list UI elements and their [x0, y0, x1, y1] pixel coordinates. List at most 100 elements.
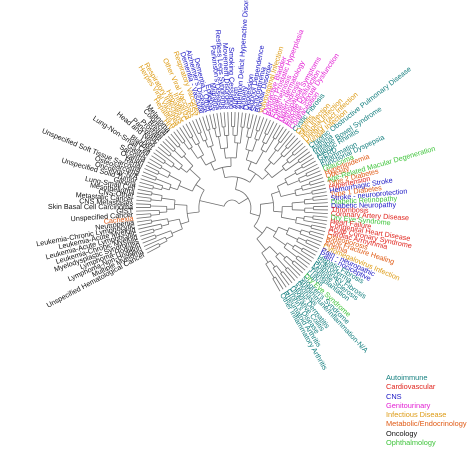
dendrogram-branch	[304, 202, 328, 205]
dendrogram-arc	[310, 224, 313, 229]
dendrogram-arc	[272, 265, 277, 269]
dendrogram-arc	[264, 132, 268, 135]
dendrogram-arc	[270, 194, 275, 212]
dendrogram-branch	[250, 115, 258, 138]
dendrogram-branch	[168, 174, 182, 182]
dendrogram-branch	[245, 137, 250, 150]
dendrogram-branch	[279, 252, 286, 259]
dendrogram-branch	[151, 218, 168, 222]
dendrogram-branch	[138, 185, 153, 190]
dendrogram-branch	[165, 138, 176, 150]
dendrogram-arc	[167, 172, 171, 178]
dendrogram-branch	[223, 148, 226, 159]
dendrogram-arc	[294, 190, 297, 196]
dendrogram-branch	[304, 211, 328, 215]
dendrogram-branch	[287, 267, 298, 279]
dendrogram-arc	[155, 177, 157, 181]
dendrogram-branch	[220, 112, 223, 128]
dendrogram-branch	[301, 250, 314, 259]
dendrogram-arc	[216, 135, 221, 138]
dendrogram-branch	[260, 142, 265, 150]
dendrogram-branch	[246, 128, 249, 137]
dendrogram-branch	[313, 198, 328, 201]
dendrogram-branch	[302, 160, 316, 169]
dendrogram-branch	[258, 117, 265, 132]
dendrogram-arc	[157, 171, 160, 175]
dendrogram-branch	[254, 130, 258, 139]
dendrogram-branch	[136, 196, 152, 199]
dendrogram-branch	[273, 236, 286, 246]
dendrogram-arc	[256, 226, 268, 240]
dendrogram-arc	[294, 170, 298, 175]
dendrogram-branch	[280, 130, 290, 143]
dendrogram-branch	[205, 115, 211, 130]
dendrogram-branch	[169, 186, 178, 191]
dendrogram-branch	[253, 225, 263, 234]
dendrogram-branch	[301, 183, 310, 187]
dendrogram-branch	[280, 192, 296, 197]
dendrogram-branch	[270, 260, 276, 268]
dendrogram-branch	[168, 218, 180, 222]
dendrogram-branch	[161, 167, 171, 174]
dendrogram-arc	[295, 217, 298, 223]
dendrogram-branch	[169, 154, 183, 166]
dendrogram-branch	[296, 192, 313, 197]
dendrogram-arc	[264, 169, 273, 178]
dendrogram-branch	[136, 213, 151, 216]
dendrogram-branch	[258, 118, 268, 141]
dendrogram-branch	[311, 224, 326, 229]
dendrogram-branch	[143, 236, 166, 247]
dendrogram-arc	[291, 260, 295, 264]
legend-entry: CNS	[386, 391, 402, 401]
dendrogram-branch	[276, 265, 283, 273]
dendrogram-branch	[295, 258, 308, 268]
dendrogram-branch	[275, 126, 284, 140]
dendrogram-arc	[190, 136, 194, 139]
dendrogram-arc	[285, 267, 288, 270]
dendrogram-branch	[136, 209, 160, 212]
dendrogram-branch	[293, 145, 306, 156]
dendrogram-branch	[296, 163, 318, 176]
dendrogram-arc	[164, 237, 168, 242]
dendrogram-branch	[147, 161, 161, 170]
dendrogram-arc	[301, 186, 303, 191]
dendrogram-branch	[303, 220, 327, 225]
dendrogram-arc	[186, 165, 194, 173]
dendrogram-branch	[313, 215, 328, 218]
leaf-label: GIST	[116, 206, 134, 216]
dendrogram-arc	[254, 138, 259, 141]
dendrogram-branch	[160, 143, 172, 155]
dendrogram-arc	[285, 227, 290, 235]
dendrogram-arc	[281, 166, 286, 171]
dendrogram-branch	[140, 178, 163, 187]
dendrogram-branch	[170, 133, 181, 146]
dendrogram-arc	[265, 260, 271, 265]
dendrogram-arc	[160, 166, 163, 170]
dendrogram-branch	[152, 187, 162, 191]
dendrogram-branch	[272, 267, 287, 288]
dendrogram-arc	[154, 234, 157, 238]
dendrogram-arc	[203, 139, 208, 142]
dendrogram-branch	[166, 235, 174, 240]
leaf-label: Migraine	[208, 82, 221, 111]
dendrogram-branch	[173, 131, 183, 144]
dendrogram-branch	[191, 137, 197, 146]
leaf-label: CNS-Other	[98, 187, 135, 200]
dendrogram-branch	[178, 145, 187, 155]
dendrogram-branch	[155, 230, 171, 237]
dendrogram-branch	[149, 158, 163, 167]
dendrogram-branch	[306, 170, 321, 177]
dendrogram-branch	[256, 238, 267, 251]
dendrogram-branch	[283, 258, 301, 276]
dendrogram-branch	[202, 116, 208, 131]
dendrogram-branch	[304, 198, 314, 201]
dendrogram-branch	[190, 147, 199, 159]
dendrogram-arc	[308, 182, 311, 186]
dendrogram-branch	[150, 199, 162, 202]
dendrogram-branch	[275, 256, 287, 269]
dendrogram-branch	[197, 143, 204, 156]
dendrogram-arc	[262, 141, 267, 145]
dendrogram-branch	[243, 112, 247, 128]
dendrogram-branch	[265, 138, 275, 153]
dendrogram-arc	[298, 178, 301, 183]
